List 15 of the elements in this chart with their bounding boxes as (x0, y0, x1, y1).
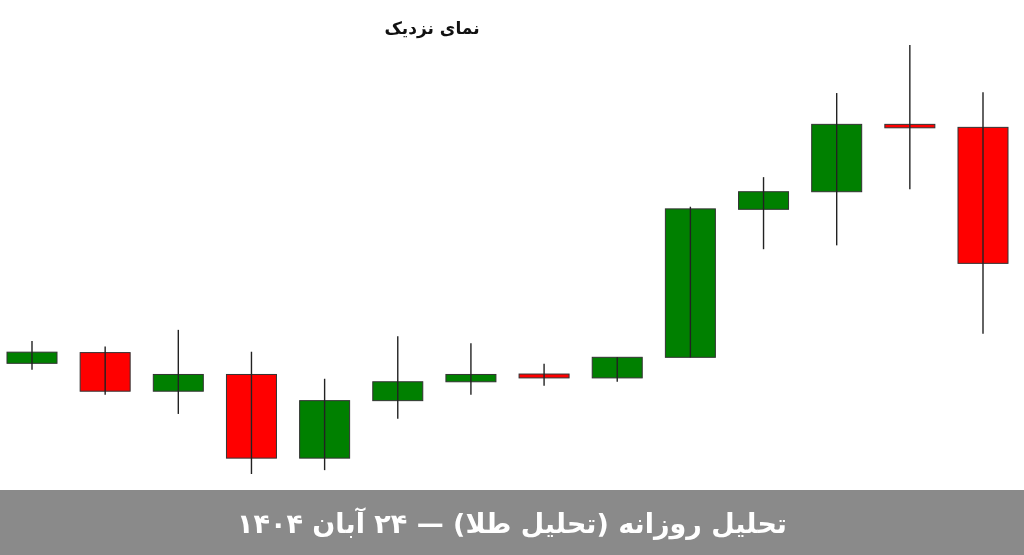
candlestick (811, 92, 863, 247)
text: تحلیل روزانه (تحلیل طلا) — ۲۴ آبان ۱۴۰۴ (236, 507, 788, 540)
candlestick (299, 378, 351, 471)
candlestick (372, 335, 424, 420)
candlestick (6, 340, 58, 371)
candlestick (664, 206, 716, 359)
candlestick (738, 176, 790, 250)
candlestick (79, 345, 131, 396)
candlestick (957, 91, 1009, 335)
candlestick (152, 329, 204, 415)
candlestick (225, 351, 277, 475)
candlestick (518, 363, 570, 387)
candlestick (591, 356, 643, 383)
candlestick (445, 342, 497, 396)
chart-title: نمای نزدیک (384, 18, 480, 39)
